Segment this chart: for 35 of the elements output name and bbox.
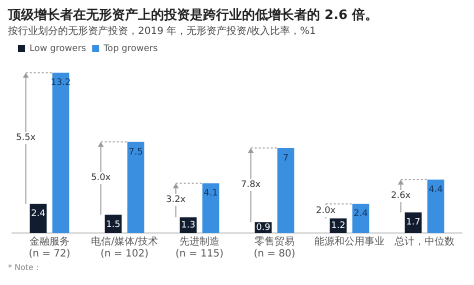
data-label: 1.2: [331, 221, 346, 232]
bar: [427, 180, 444, 233]
bar: [52, 72, 70, 233]
data-label: 2.4: [354, 209, 368, 220]
data-label: 1.3: [181, 220, 196, 230]
bar: [30, 204, 47, 233]
text: * Note :: [8, 263, 40, 273]
annotation: 3.2x: [160, 194, 191, 206]
x-tick-label: 零售贸易 (n = 80): [254, 236, 296, 260]
data-label: 1.5: [106, 220, 120, 230]
chart-subtitle: 按行业划分的无形资产投资，2019 年，无形资产投资/收入比率，%1: [8, 25, 317, 38]
legend-label: Low growers: [30, 44, 86, 54]
data-label: 7.5: [128, 147, 143, 158]
x-tick-label: 能源和公用事业: [314, 236, 384, 248]
bar: [352, 204, 370, 233]
chart-title: 顶级增长者在无形资产上的投资是跨行业的低增长者的 2.6 倍。: [8, 8, 380, 24]
bar: [277, 148, 294, 233]
annotation: 2.6x: [386, 190, 416, 202]
bar: [202, 183, 220, 233]
annotation: 7.8x: [236, 179, 266, 192]
annotation: 5.5x: [10, 132, 41, 144]
data-label: 7: [282, 153, 289, 164]
annotation: 2.0x: [310, 205, 341, 218]
x-tick-label: 总计，中位数: [394, 236, 454, 248]
x-tick-label: 金融服务 (n = 72): [28, 236, 70, 260]
data-label: 1.7: [406, 218, 420, 228]
bar: [127, 142, 144, 233]
x-tick-label: 先进制造 (n = 115): [176, 236, 224, 260]
legend-label: Top growers: [102, 44, 158, 54]
x-tick-label: 电信/媒体/技术 (n = 102): [91, 236, 158, 260]
data-label: 4.4: [428, 184, 444, 195]
data-label: 0.9: [256, 222, 271, 233]
data-label: 4.1: [204, 188, 218, 199]
annotation: 5.0x: [86, 172, 116, 184]
data-label: 2.4: [31, 209, 46, 220]
